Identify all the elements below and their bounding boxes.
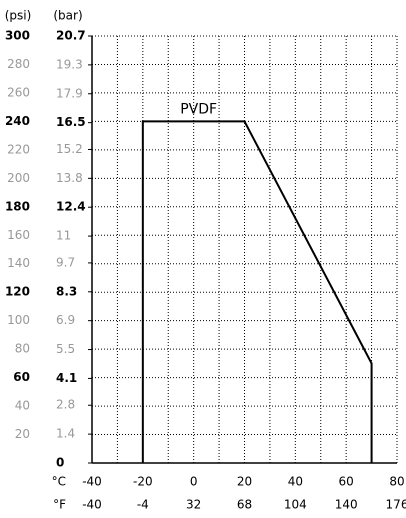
- y-tick-label: 20: [15, 427, 30, 441]
- y2-tick-label: 11: [56, 229, 71, 243]
- y2-tick-label: 0: [56, 456, 64, 470]
- y-tick-label: 260: [7, 85, 30, 99]
- y-tick-label: 280: [7, 57, 30, 71]
- y2-tick-label: 6.9: [56, 313, 75, 327]
- y-tick-label: 240: [5, 114, 30, 128]
- x2-unit: °F: [53, 498, 66, 512]
- series-line: [141, 120, 373, 463]
- y2-tick-label: 13.8: [56, 171, 83, 185]
- y2-tick-label: 9.7: [56, 255, 75, 269]
- y-tick-label: 40: [15, 399, 30, 413]
- y2-tick-label: 4.1: [56, 371, 77, 385]
- y-tick-label: 220: [7, 142, 30, 156]
- y2-unit: (bar): [53, 9, 82, 23]
- y2-tick-label: 8.3: [56, 284, 77, 298]
- y-tick-label: 140: [7, 256, 30, 270]
- x-unit: °C: [52, 475, 66, 489]
- y-tick-label: 300: [5, 29, 30, 43]
- y2-tick-label: 16.5: [56, 115, 86, 129]
- x2-tick-label: -40: [82, 498, 102, 512]
- x-tick-label: 60: [339, 475, 354, 489]
- y2-tick-label: 12.4: [56, 200, 86, 214]
- y2-tick-label: 2.8: [56, 398, 75, 412]
- y-tick-label: 100: [7, 313, 30, 327]
- y-tick-label: 120: [5, 285, 30, 299]
- x-tick-label: 20: [237, 475, 252, 489]
- y2-tick-label: 15.2: [56, 142, 83, 156]
- x-tick-label: 0: [190, 475, 198, 489]
- y2-tick-label: 20.7: [56, 29, 86, 43]
- y-tick-label: 80: [15, 342, 30, 356]
- x2-tick-label: 176: [386, 498, 406, 512]
- x2-tick-label: -4: [137, 498, 149, 512]
- y-unit: (psi): [5, 9, 32, 23]
- y-tick-label: 200: [7, 171, 30, 185]
- y-tick-label: 160: [7, 228, 30, 242]
- y2-tick-label: 19.3: [56, 57, 83, 71]
- y2-tick-label: 1.4: [56, 427, 75, 441]
- x2-tick-label: 140: [335, 498, 358, 512]
- y-tick-label: 180: [5, 199, 30, 213]
- x-tick-label: -40: [82, 475, 102, 489]
- x2-tick-label: 104: [284, 498, 307, 512]
- y2-tick-label: 5.5: [56, 342, 75, 356]
- x-tick-label: -20: [133, 475, 153, 489]
- x2-tick-label: 32: [186, 498, 201, 512]
- x2-tick-label: 68: [237, 498, 252, 512]
- x-tick-label: 40: [288, 475, 303, 489]
- annotation: PVDF: [180, 101, 217, 117]
- x-tick-label: 80: [389, 475, 404, 489]
- y-tick-label: 60: [13, 370, 30, 384]
- y2-tick-label: 17.9: [56, 86, 83, 100]
